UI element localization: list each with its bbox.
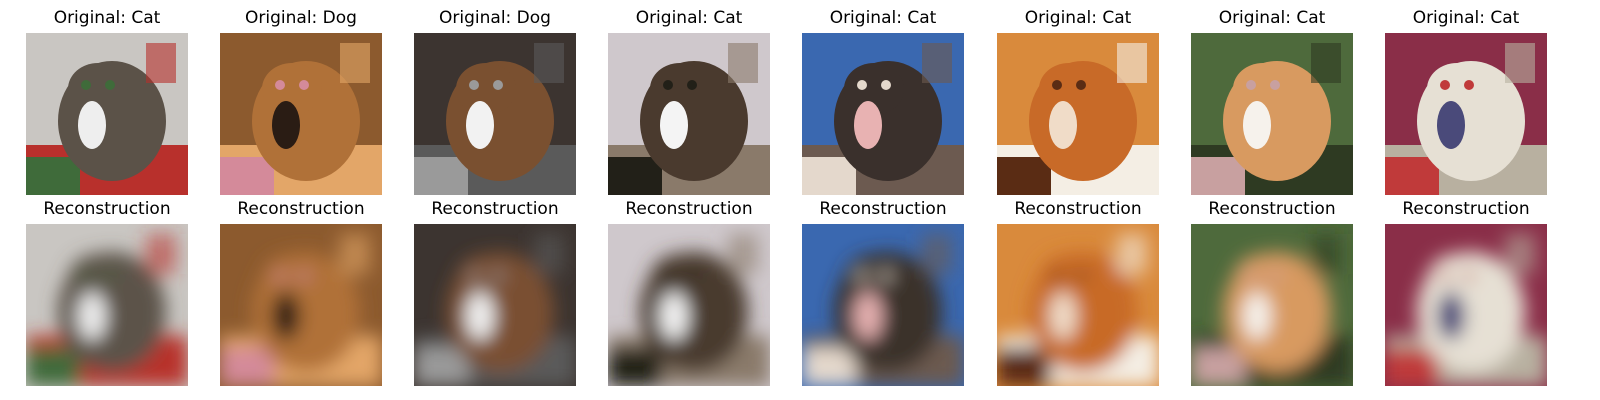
- original-title: Original: Cat: [1024, 8, 1132, 28]
- original-image: [220, 33, 382, 195]
- reconstruction-image: [1191, 224, 1353, 386]
- reconstruction-image: [414, 224, 576, 386]
- reconstruction-title: Reconstruction: [1208, 199, 1336, 219]
- original-title: Original: Dog: [439, 8, 551, 28]
- reconstruction-title: Reconstruction: [1402, 199, 1530, 219]
- original-title: Original: Cat: [829, 8, 937, 28]
- original-image: [414, 33, 576, 195]
- reconstruction-title: Reconstruction: [43, 199, 171, 219]
- original-image: [608, 33, 770, 195]
- original-title: Original: Dog: [245, 8, 357, 28]
- original-title: Original: Cat: [1412, 8, 1520, 28]
- original-image: [1385, 33, 1547, 195]
- original-title: Original: Cat: [1218, 8, 1326, 28]
- panel-column: Original: Cat Reconstruction: [997, 0, 1159, 400]
- panel-column: Original: Cat Reconstruction: [1191, 0, 1353, 400]
- reconstruction-image: [220, 224, 382, 386]
- panel-column: Original: Cat Reconstruction: [802, 0, 964, 400]
- panel-column: Original: Dog Reconstruction: [414, 0, 576, 400]
- original-image: [997, 33, 1159, 195]
- reconstruction-image: [802, 224, 964, 386]
- original-title: Original: Cat: [635, 8, 743, 28]
- reconstruction-title: Reconstruction: [819, 199, 947, 219]
- panel-column: Original: Dog Reconstruction: [220, 0, 382, 400]
- reconstruction-image: [608, 224, 770, 386]
- reconstruction-title: Reconstruction: [237, 199, 365, 219]
- panel-column: Original: Cat Reconstruction: [608, 0, 770, 400]
- reconstruction-title: Reconstruction: [431, 199, 559, 219]
- original-image: [1191, 33, 1353, 195]
- reconstruction-image: [997, 224, 1159, 386]
- original-title: Original: Cat: [53, 8, 161, 28]
- original-image: [802, 33, 964, 195]
- panel-column: Original: Cat Reconstruction: [1385, 0, 1547, 400]
- panel-column: Original: Cat Reconstruction: [26, 0, 188, 400]
- original-image: [26, 33, 188, 195]
- reconstruction-image: [1385, 224, 1547, 386]
- reconstruction-title: Reconstruction: [625, 199, 753, 219]
- reconstruction-image: [26, 224, 188, 386]
- reconstruction-title: Reconstruction: [1014, 199, 1142, 219]
